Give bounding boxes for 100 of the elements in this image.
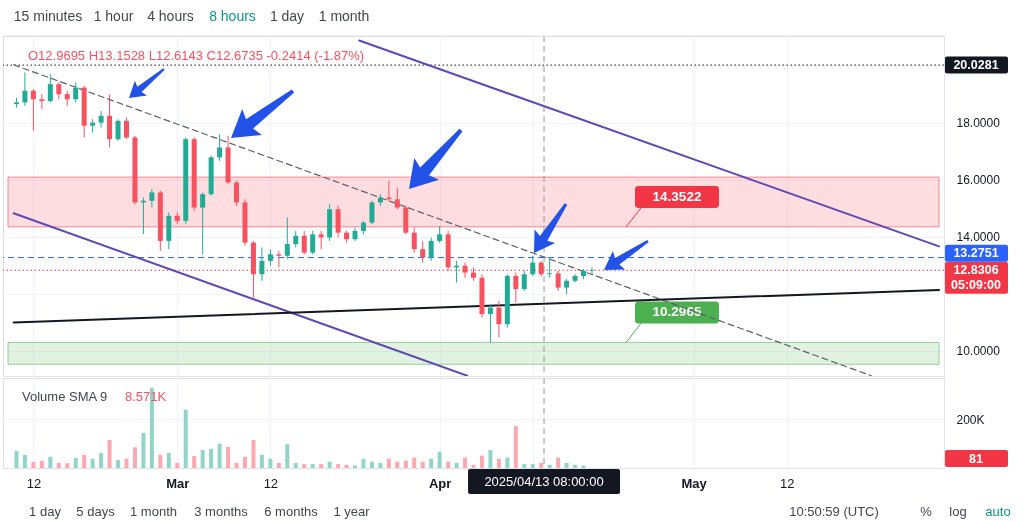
text: 1 hour bbox=[93, 8, 134, 24]
candlestick bbox=[259, 246, 265, 282]
text: Volume SMA 9 bbox=[22, 389, 108, 404]
bar bbox=[344, 464, 349, 468]
bar bbox=[166, 452, 171, 468]
candlestick bbox=[496, 300, 502, 339]
text: O12.9695 H13.1528 L12.6143 C12.6735 -0.2414 (-1.87%) bbox=[28, 48, 365, 63]
candlestick bbox=[318, 230, 324, 250]
ref-line-label: 13.2751 bbox=[953, 246, 999, 261]
bar bbox=[471, 464, 476, 468]
bar bbox=[259, 454, 264, 468]
band-label: 14.3522 bbox=[652, 188, 702, 204]
bar bbox=[217, 443, 222, 468]
bar bbox=[488, 450, 493, 468]
bar bbox=[302, 464, 307, 468]
bar bbox=[209, 448, 214, 468]
candlestick bbox=[547, 256, 553, 279]
bar bbox=[39, 460, 44, 468]
candlestick bbox=[572, 273, 578, 284]
bar bbox=[327, 461, 332, 468]
bar bbox=[513, 426, 518, 468]
text: 1 month bbox=[130, 504, 177, 519]
candlestick bbox=[30, 88, 36, 132]
text: 4 hours bbox=[147, 8, 194, 24]
bar bbox=[429, 458, 434, 468]
text: 5 days bbox=[76, 504, 116, 519]
bar bbox=[268, 458, 273, 468]
candlestick bbox=[115, 118, 121, 142]
candlestick bbox=[428, 236, 434, 262]
text: 3 months bbox=[194, 504, 249, 519]
bar bbox=[378, 462, 383, 468]
bar bbox=[361, 458, 366, 468]
bar bbox=[336, 464, 341, 468]
candlestick bbox=[462, 262, 468, 279]
bar bbox=[547, 464, 552, 468]
bar bbox=[386, 458, 391, 468]
bar bbox=[124, 458, 129, 468]
bar bbox=[132, 447, 137, 468]
candlestick bbox=[39, 93, 45, 110]
bar bbox=[319, 464, 324, 468]
candlestick bbox=[123, 117, 129, 140]
bar bbox=[48, 456, 53, 468]
y-tick-label: 16.0000 bbox=[956, 173, 1001, 188]
bar bbox=[31, 461, 36, 468]
y-tick-label: 18.0000 bbox=[956, 116, 1001, 131]
bar bbox=[234, 462, 239, 468]
bar bbox=[192, 456, 197, 468]
bar bbox=[573, 464, 578, 468]
text: 81 bbox=[969, 451, 983, 466]
text: 1 day bbox=[269, 8, 305, 24]
bar bbox=[183, 409, 188, 468]
bar bbox=[522, 464, 527, 468]
candlestick bbox=[217, 133, 223, 162]
candlestick bbox=[335, 205, 341, 238]
text: 8 hours bbox=[209, 8, 256, 24]
x-tick-label: 12 bbox=[779, 475, 795, 491]
bar bbox=[251, 440, 256, 468]
candlestick bbox=[22, 71, 28, 107]
bar bbox=[285, 444, 290, 468]
bar bbox=[116, 459, 121, 468]
ref-line-label: 2025/04/13 08:00:00 bbox=[484, 474, 604, 489]
ref-line-label: 20.0281 bbox=[953, 58, 999, 73]
text: 1 month bbox=[318, 8, 370, 24]
candlestick bbox=[310, 230, 316, 255]
candlestick bbox=[107, 93, 113, 148]
bar bbox=[175, 462, 180, 468]
bar bbox=[200, 450, 205, 468]
bar bbox=[276, 462, 281, 468]
text: 15 minutes bbox=[13, 8, 83, 24]
y-tick-label: 14.0000 bbox=[956, 230, 1001, 245]
candlestick bbox=[555, 270, 561, 292]
bar bbox=[556, 457, 561, 468]
bar bbox=[226, 446, 231, 468]
bar bbox=[158, 454, 163, 468]
candlestick bbox=[284, 217, 290, 260]
bar bbox=[107, 440, 112, 468]
bar bbox=[141, 432, 146, 468]
bar bbox=[22, 454, 27, 468]
bar bbox=[242, 456, 247, 468]
text: % bbox=[920, 504, 933, 519]
text: 05:09:00 bbox=[950, 278, 1002, 293]
bar bbox=[73, 458, 78, 468]
bar bbox=[437, 451, 442, 468]
bar bbox=[90, 458, 95, 468]
candlestick bbox=[589, 266, 595, 275]
bar bbox=[65, 463, 70, 468]
bar bbox=[369, 461, 374, 468]
bar bbox=[403, 460, 408, 468]
candlestick bbox=[73, 81, 79, 103]
bar bbox=[99, 452, 104, 468]
candlestick bbox=[521, 270, 527, 292]
bar bbox=[420, 461, 425, 468]
y-tick-label: 200K bbox=[956, 412, 985, 427]
bar bbox=[463, 457, 468, 468]
candlestick bbox=[149, 188, 155, 209]
text: 6 months bbox=[264, 504, 319, 519]
x-tick-label: Mar bbox=[166, 475, 190, 491]
bar bbox=[412, 457, 417, 468]
text: 1 year bbox=[333, 504, 371, 519]
y-tick-label: 10.0000 bbox=[956, 344, 1001, 359]
